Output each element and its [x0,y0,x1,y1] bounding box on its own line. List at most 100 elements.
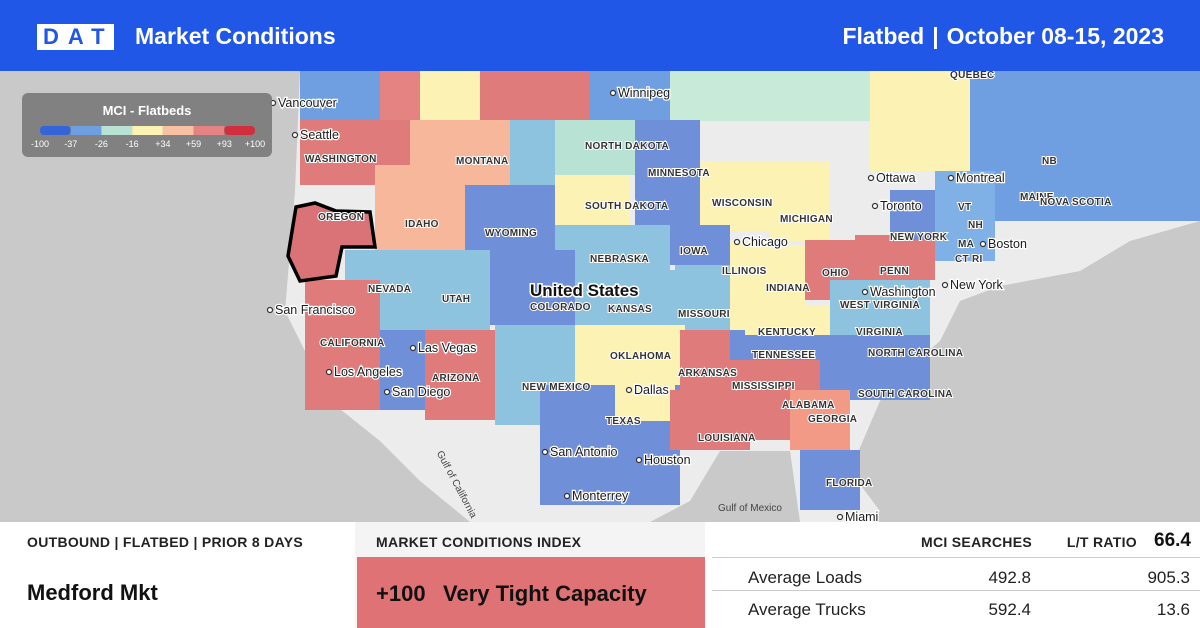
mci-cell [357,557,705,628]
region [480,71,590,121]
city-label: Las Vegas [418,341,476,355]
city-dot [867,174,875,182]
region [555,175,630,225]
region-label: NORTH CAROLINA [868,348,963,359]
region [800,450,860,510]
region-label: KANSAS [608,304,652,315]
city-label: Dallas [634,383,669,397]
region [555,120,635,175]
region-label: CALIFORNIA [320,338,385,349]
city-label: Monterrey [572,489,629,503]
mci-heading: MARKET CONDITIONS INDEX [376,534,582,550]
city-label: Ottawa [876,171,916,185]
city-label: Chicago [742,235,788,249]
selected-market [286,201,378,283]
region-label: MISSOURI [678,309,730,320]
city-dot [979,240,987,248]
region-label: KENTUCKY [758,327,816,338]
region [615,371,675,421]
region [830,280,930,340]
header-title: Market Conditions [135,23,336,49]
market-name: Medford Mkt [27,580,158,605]
region-label: Gulf of Mexico [718,503,782,514]
region-label: OHIO [822,268,849,279]
city-dot [861,288,869,296]
mci-text: Very Tight Capacity [443,581,647,606]
region [590,71,670,121]
city-label: Toronto [880,199,922,213]
city-label: Boston [988,237,1027,251]
legend-swatch [162,126,194,135]
legend-title: MCI - Flatbeds [103,103,192,118]
region [670,71,870,121]
city-label: Vancouver [278,96,337,110]
separator: | [932,23,939,49]
legend-swatch [224,126,255,135]
city-label: San Diego [392,385,450,399]
region [380,330,425,410]
region-label: ARKANSAS [678,368,737,379]
region [465,185,555,250]
city-label: New York [950,278,1004,292]
region-label: VT [958,202,971,213]
city-dot [325,368,333,376]
region-label: ARIZONA [432,373,480,384]
city-dot [871,202,879,210]
region-label: GEORGIA [808,414,857,425]
date-range: October 08-15, 2023 [946,23,1164,49]
legend-tick-label: -100 [31,139,49,149]
region [790,390,850,450]
region-label: IOWA [680,246,708,257]
city-dot [625,386,633,394]
region [820,335,930,400]
region-label: WEST VIRGINIA [840,300,920,311]
region-label: UTAH [442,294,470,305]
region-label: NB [1042,156,1057,167]
region [770,245,805,315]
region-label: TEXAS [606,416,641,427]
legend-tick-label: -16 [126,139,139,149]
region-label: QUEBEC [950,71,995,81]
region-label: ALABAMA [782,400,835,411]
region-label: WASHINGTON [305,154,377,165]
region [415,250,490,330]
region-label: NEBRASKA [590,254,649,265]
col-ratio: L/T RATIO [1066,534,1137,550]
row-ratio: 13.6 [1156,600,1190,619]
city-dot [733,238,741,246]
city-label: Houston [644,453,691,467]
city-label: Los Angeles [334,365,402,379]
region-label: FLORIDA [826,478,873,489]
region-label: MONTANA [456,156,508,167]
region [490,250,575,325]
legend-tick-label: +100 [245,139,265,149]
outbound-heading: OUTBOUND | FLATBED | PRIOR 8 DAYS [27,534,303,550]
region [970,71,1200,221]
region-label: COLORADO [530,302,591,313]
city-label: Winnipeg [618,86,670,100]
region-label: SOUTH CAROLINA [858,389,953,400]
region-label: NEW MEXICO [522,382,591,393]
region-label: VIRGINIA [856,327,903,338]
divider [712,590,1200,591]
region-label: LOUISIANA [698,433,756,444]
equipment: Flatbed [842,23,925,49]
city-dot [947,174,955,182]
region-label: NORTH DAKOTA [585,141,669,152]
region-label: MICHIGAN [780,214,833,225]
legend-tick-label: -26 [95,139,108,149]
city-dot [836,513,844,521]
region [635,120,700,230]
legend-swatch [40,126,71,135]
region [770,161,830,241]
city-dot [266,306,274,314]
region-label: PENN [880,266,909,277]
row-label: Average Loads [748,568,863,587]
legend-tick-label: +93 [217,139,232,149]
city-label: Montreal [956,171,1005,185]
city-dot [941,281,949,289]
region-label: MAINE [1020,192,1054,203]
region-tiles [300,71,1200,510]
header-right: Flatbed | October 08-15, 2023 [834,23,1164,50]
